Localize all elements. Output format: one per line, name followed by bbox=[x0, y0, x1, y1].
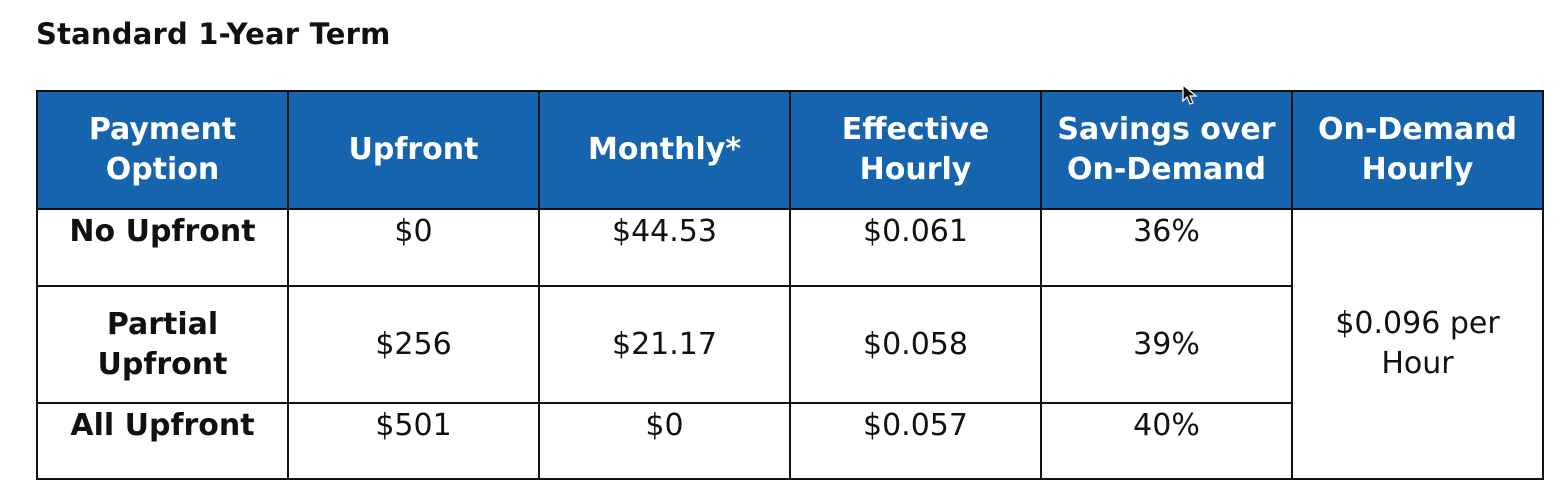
cell-savings: 40% bbox=[1040, 402, 1293, 480]
table-header-row: Payment Option Upfront Monthly* Effectiv… bbox=[36, 90, 1544, 210]
mouse-cursor-icon bbox=[1182, 84, 1198, 105]
cell-effective-hourly: $0.061 bbox=[789, 208, 1042, 287]
cell-savings: 36% bbox=[1040, 208, 1293, 287]
table-row: All Upfront $501 $0 $0.057 40% bbox=[36, 402, 1543, 480]
cell-ondemand-hourly: $0.096 per Hour bbox=[1291, 208, 1544, 480]
table-row: No Upfront $0 $44.53 $0.061 36% $0.096 p… bbox=[36, 208, 1544, 480]
cell-payment-option: No Upfront bbox=[36, 208, 289, 287]
column-header-monthly: Monthly* bbox=[538, 90, 791, 210]
cell-payment-option: All Upfront bbox=[36, 402, 289, 480]
column-header-effective-hourly: Effective Hourly bbox=[789, 90, 1042, 210]
column-header-savings: Savings over On-Demand bbox=[1040, 90, 1293, 210]
cell-upfront: $256 bbox=[287, 285, 540, 404]
cell-payment-option: Partial Upfront bbox=[36, 285, 289, 404]
cell-monthly: $21.17 bbox=[538, 285, 791, 404]
column-header-upfront: Upfront bbox=[287, 90, 540, 210]
column-header-ondemand-hourly: On-Demand Hourly bbox=[1291, 90, 1544, 210]
cell-monthly: $0 bbox=[538, 402, 791, 480]
cell-upfront: $0 bbox=[287, 208, 540, 287]
cell-savings: 39% bbox=[1040, 285, 1293, 404]
cell-effective-hourly: $0.058 bbox=[789, 285, 1042, 404]
cell-upfront: $501 bbox=[287, 402, 540, 480]
page-title: Standard 1-Year Term bbox=[36, 17, 391, 51]
pricing-table: Payment Option Upfront Monthly* Effectiv… bbox=[36, 90, 1544, 480]
table-row: Partial Upfront $256 $21.17 $0.058 39% bbox=[36, 285, 1543, 404]
cell-monthly: $44.53 bbox=[538, 208, 791, 287]
column-header-payment-option: Payment Option bbox=[36, 90, 289, 210]
cell-effective-hourly: $0.057 bbox=[789, 402, 1042, 480]
